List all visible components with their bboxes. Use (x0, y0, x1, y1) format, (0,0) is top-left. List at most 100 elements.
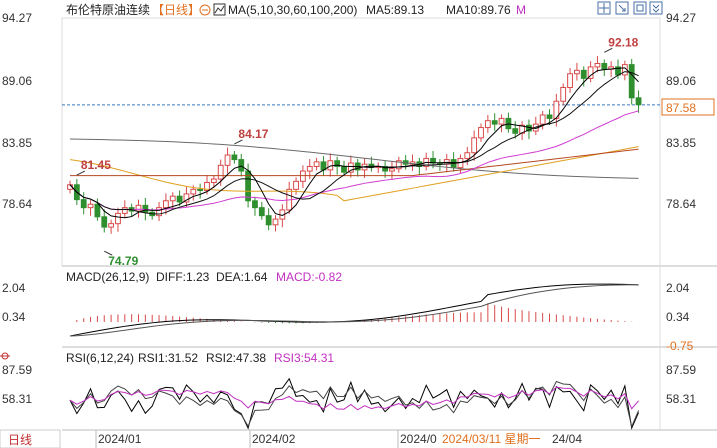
candle-body (258, 207, 265, 217)
macd-value: MACD:-0.82 (276, 270, 342, 284)
candle-body (560, 87, 567, 102)
candle-body (163, 200, 169, 209)
candle-body (300, 170, 306, 182)
price-tick: 78.64 (666, 197, 696, 211)
annotation-pointer (76, 170, 86, 176)
annotation-pointer (604, 47, 613, 53)
candle-body (313, 161, 320, 167)
candle-body (464, 152, 471, 159)
period-tag[interactable]: 【日线】 (152, 3, 200, 17)
candles-layer (67, 56, 642, 234)
candle-body (115, 212, 121, 225)
macd-tick-left: 2.04 (2, 281, 26, 295)
candle-body (341, 165, 347, 173)
zoom-icon[interactable] (615, 1, 629, 15)
hover-date-box (440, 431, 550, 447)
x-axis-label: 2024/02 (252, 432, 296, 446)
rsi1-value: RSI1:31.52 (138, 351, 198, 365)
rsi-layer (69, 377, 640, 430)
macd-diff-line (69, 283, 639, 337)
candle-body (176, 195, 183, 203)
candle-body (491, 120, 498, 125)
hover-date-label: 2024/03/11 星期一 (442, 432, 541, 446)
ma100-line (69, 146, 639, 202)
ma10-line (69, 71, 639, 215)
rsi-tick: 87.59 (666, 363, 696, 377)
candle-body (587, 66, 594, 79)
candle-body (498, 117, 505, 125)
period-button-label[interactable]: 日线 (8, 433, 32, 447)
macd-tick: -0.75 (666, 339, 694, 353)
ma-more-button[interactable]: M (516, 3, 526, 17)
annotation-label: 84.17 (238, 127, 268, 141)
x-axis-label: 24/04 (552, 432, 582, 446)
price-tick: 94.27 (666, 11, 696, 25)
rsi-tick: 58.31 (666, 392, 696, 406)
candle-body (628, 64, 635, 99)
price-tick: 89.06 (666, 74, 696, 88)
candle-body (567, 73, 573, 89)
macd-tick-left: 0.34 (2, 310, 26, 324)
candle-body (210, 178, 217, 183)
candle-body (224, 154, 231, 166)
candle-body (94, 203, 101, 218)
last-price-tag (661, 98, 715, 116)
macd-diff: DIFF:1.23 (156, 270, 210, 284)
ma5-line (69, 67, 639, 219)
rsi-label: RSI(6,12,24) (66, 351, 134, 365)
candle-body (347, 162, 354, 173)
candle-body (169, 195, 176, 202)
candle-body (156, 207, 162, 217)
candle-body (204, 181, 210, 191)
candle-body (217, 164, 224, 180)
candle-body (306, 165, 313, 172)
rsi3-value: RSI3:54.31 (274, 351, 334, 365)
macd-settings-icon[interactable] (0, 352, 10, 360)
annotation-pointer (234, 139, 243, 145)
candle-body (252, 200, 258, 209)
candle-body (265, 215, 272, 226)
price-tick-left: 89.06 (2, 74, 32, 88)
rsi1-line (69, 377, 640, 430)
candle-body (594, 62, 601, 68)
candle-body (142, 204, 149, 213)
price-tick: 83.85 (666, 136, 696, 150)
period-button[interactable] (0, 429, 61, 448)
price-tick-left: 78.64 (2, 197, 32, 211)
ma60-line (70, 148, 639, 177)
rsi2-line (69, 380, 640, 429)
candle-body (580, 69, 587, 79)
price-tick-left: 94.27 (2, 11, 32, 25)
candle-body (190, 188, 197, 195)
ma-chart-icon[interactable] (213, 3, 226, 16)
candle-body (471, 137, 478, 154)
macd-tick: 2.04 (666, 281, 690, 295)
expand-icon[interactable] (649, 1, 663, 15)
candle-body (87, 203, 94, 209)
candle-body (334, 160, 341, 167)
ma-settings-icon[interactable] (199, 4, 211, 16)
rsi-tick-left: 58.31 (2, 392, 32, 406)
window-icon[interactable] (633, 1, 647, 15)
candle-body (546, 114, 553, 119)
price-tick-left: 83.85 (2, 136, 32, 150)
candle-body (574, 69, 580, 75)
last-price-label: 87.58 (666, 101, 696, 115)
macd-dea: DEA:1.64 (216, 270, 268, 284)
candle-body (635, 97, 642, 106)
candle-body (395, 160, 402, 170)
price-panel-frame (61, 17, 661, 267)
x-axis-label: 2024/0 (400, 432, 437, 446)
x-axis-label: 2024/01 (98, 432, 142, 446)
annotation-label: 81.45 (81, 158, 111, 172)
rsi-tick-left: 87.59 (2, 363, 32, 377)
candle-body (108, 223, 114, 228)
candle-body (382, 165, 389, 172)
candle-body (539, 114, 546, 125)
macd-layer (69, 283, 640, 337)
crosshair-icon[interactable] (597, 1, 611, 15)
candle-body (80, 199, 87, 209)
candle-body (183, 193, 190, 203)
candle-body (272, 218, 279, 226)
